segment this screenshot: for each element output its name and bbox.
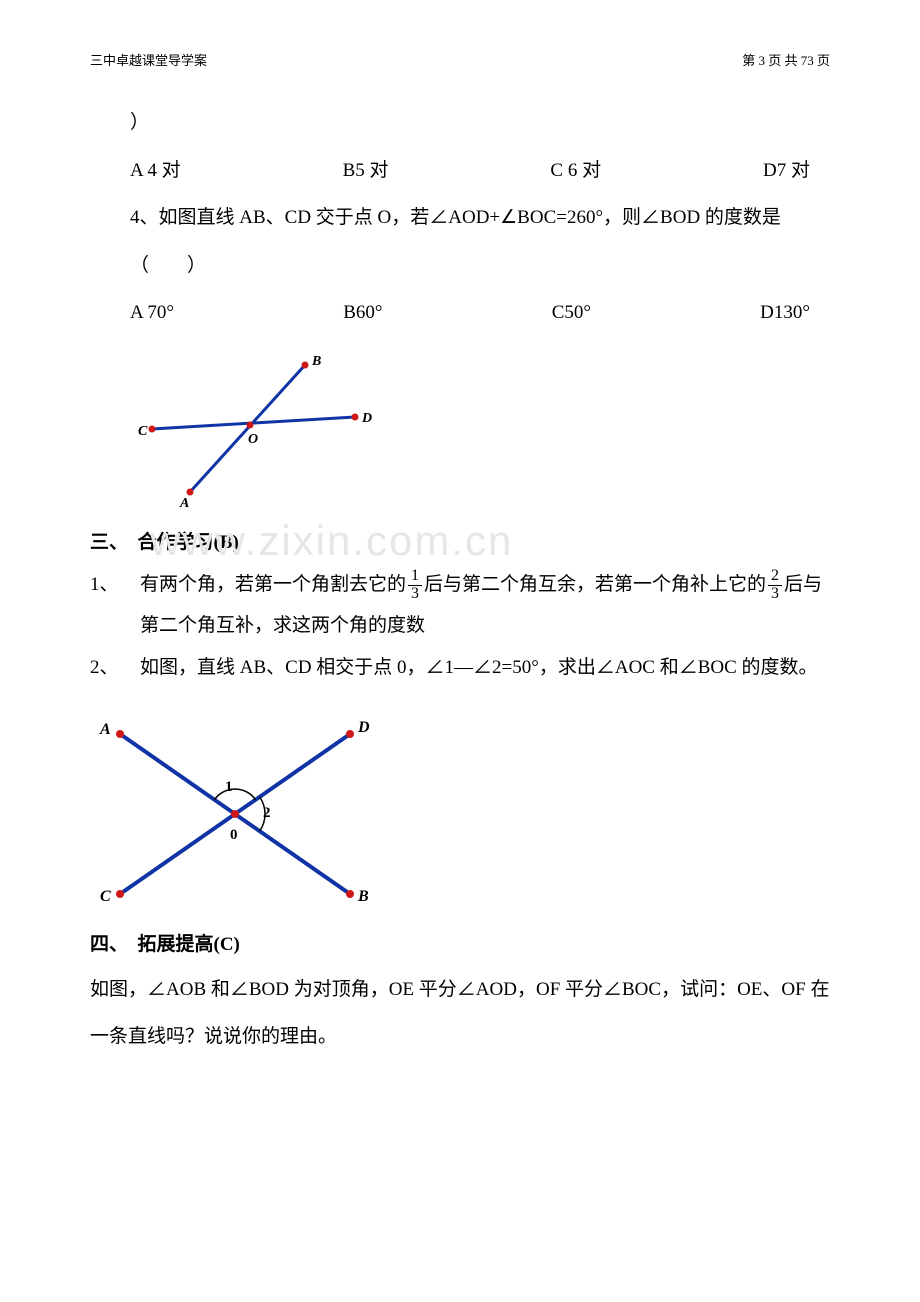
header-left: 三中卓越课堂导学案 [90,50,207,69]
svg-text:O: O [248,432,258,447]
q3-opt-d: D7 对 [763,147,810,195]
q4-opt-d: D130° [760,289,810,337]
svg-text:D: D [357,719,370,736]
svg-text:C: C [138,424,148,439]
q4-options: A 70° B60° C50° D130° [90,289,830,337]
svg-text:C: C [100,888,111,905]
q3-options: A 4 对 B5 对 C 6 对 D7 对 [90,147,830,195]
section3-title: 三、 合作学习(B) [90,527,830,554]
q3-opt-b: B5 对 [343,147,389,195]
figure-1: A B C D O [130,347,830,507]
q4-opt-a: A 70° [130,289,174,337]
q3-opt-a: A 4 对 [130,147,181,195]
q3-tail: ） [90,99,830,147]
svg-text:B: B [357,888,369,905]
q4-opt-b: B60° [343,289,382,337]
q4-text: 4、如图直线 AB、CD 交于点 O，若∠AOD+∠BOC=260°，则∠BOD… [90,194,830,289]
s3-item1: 1、 有两个角，若第一个角割去它的13后与第二个角互余，若第一个角补上它的23后… [90,564,830,648]
svg-text:B: B [311,354,321,369]
figure-2: A B C D 0 1 2 [90,699,830,909]
s3-item2: 2、 如图，直线 AB、CD 相交于点 0，∠1—∠2=50°，求出∠AOC 和… [90,647,830,689]
s4-text: 如图，∠AOB 和∠BOD 为对顶角，OE 平分∠AOD，OF 平分∠BOC，试… [90,966,830,1061]
svg-text:A: A [179,496,189,507]
svg-text:0: 0 [230,827,238,843]
svg-text:2: 2 [263,805,271,821]
q3-opt-c: C 6 对 [550,147,601,195]
q4-opt-c: C50° [552,289,591,337]
header-right: 第 3 页 共 73 页 [742,50,830,69]
svg-text:1: 1 [225,779,233,795]
section4-title: 四、 拓展提高(C) [90,929,830,956]
svg-text:D: D [361,411,372,426]
svg-text:A: A [99,721,111,738]
